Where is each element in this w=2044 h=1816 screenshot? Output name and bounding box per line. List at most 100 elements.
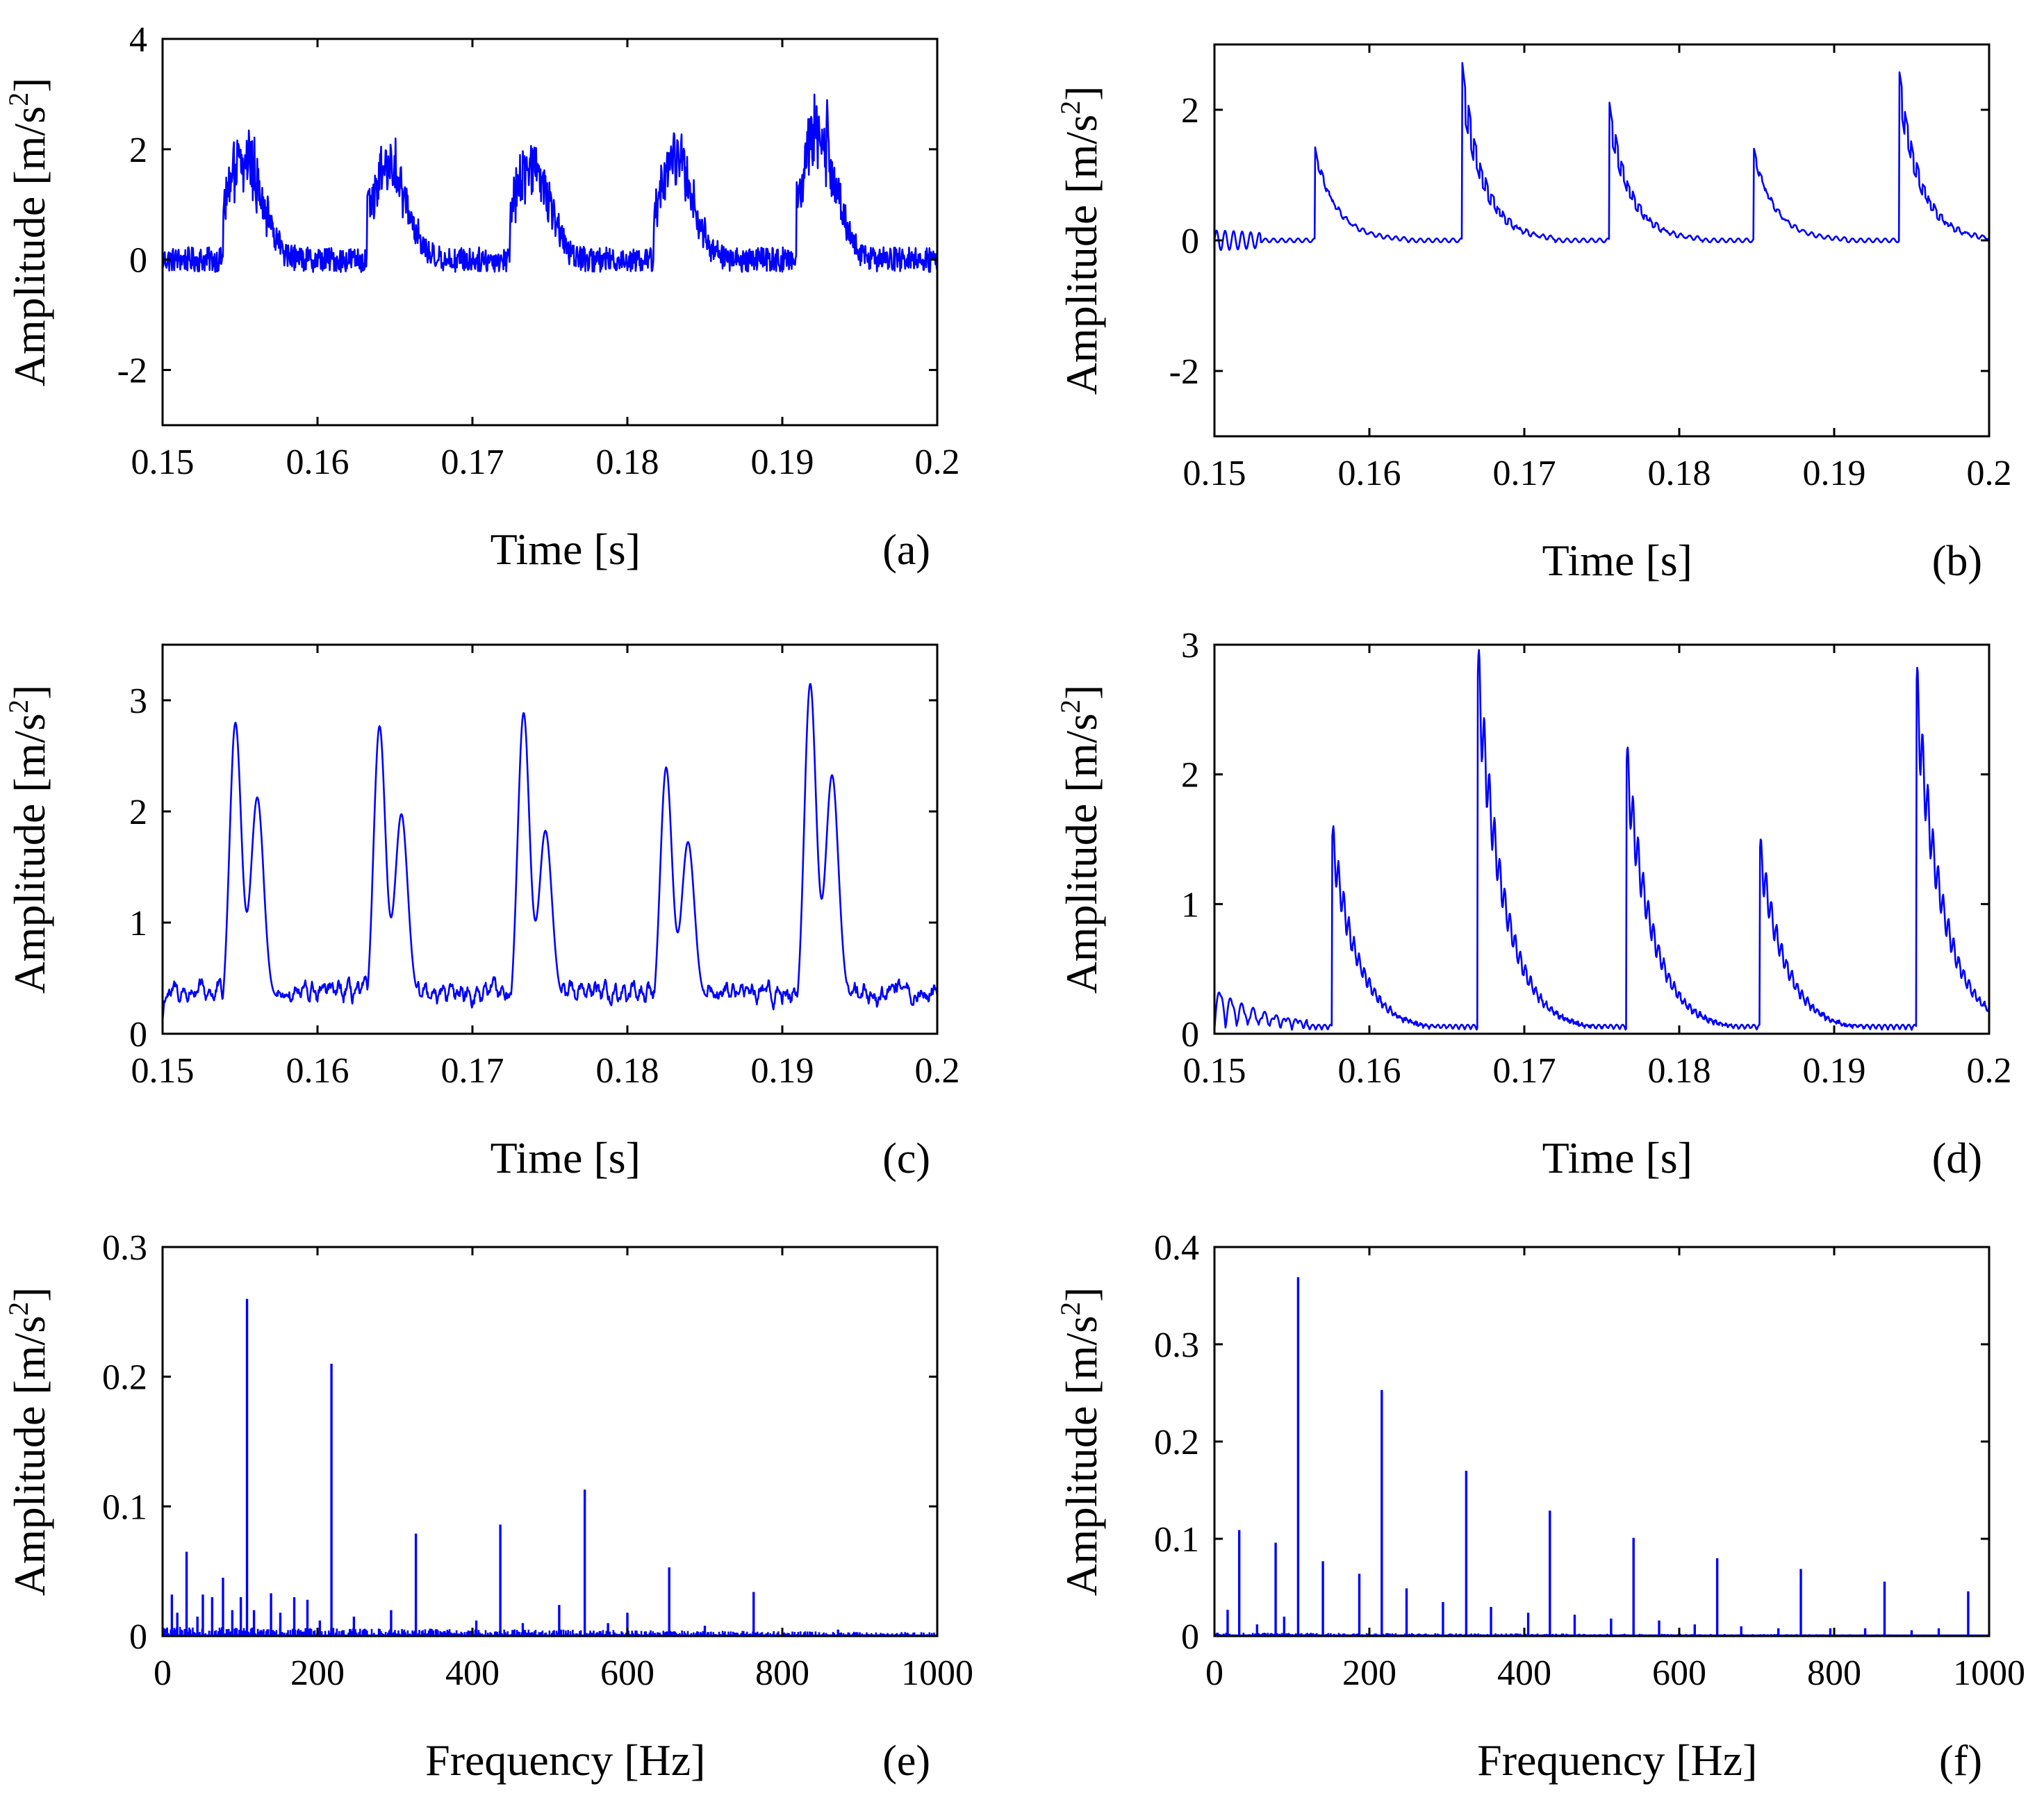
x-tick-label-d: 0.18 [1648,1051,1711,1091]
y-axis-label-c: Amplitude [m/s2] [3,685,54,994]
x-tick-label-d: 0.17 [1493,1051,1556,1091]
axes-frame-d [1213,643,1991,1035]
x-tick-label-f: 800 [1807,1653,1861,1693]
axes-frame-a [161,38,939,427]
y-tick-label-b: -2 [1169,352,1199,392]
panel-label-f: (f) [1939,1737,1982,1785]
y-tick-label-f: 0.3 [1154,1326,1199,1365]
plot-area-e [163,1298,937,1636]
panel-label-e: (e) [882,1737,930,1785]
y-tick-label-c: 1 [129,904,147,943]
y-tick-label-c: 3 [129,682,147,721]
y-tick-label-d: 1 [1181,885,1199,925]
y-tick-label-c: 0 [129,1015,147,1055]
x-tick-label-e: 0 [154,1653,172,1693]
x-axis-label-e: Frequency [Hz] [425,1735,705,1785]
x-tick-label-b: 0.16 [1338,454,1401,493]
x-tick-label-b: 0.18 [1648,454,1711,493]
x-tick-label-f: 600 [1652,1653,1706,1693]
y-tick-label-a: 0 [129,241,147,281]
y-tick-label-b: 2 [1181,91,1199,131]
y-tick-label-d: 3 [1181,626,1199,666]
axes-frame-f [1213,1246,1991,1637]
y-tick-label-c: 2 [129,793,147,832]
x-axis-label-f: Frequency [Hz] [1477,1735,1757,1785]
y-tick-label-a: 2 [129,131,147,170]
x-axis-label-d: Time [s] [1542,1133,1692,1182]
series-line-c [163,683,937,1021]
x-tick-label-e: 400 [445,1653,500,1693]
x-tick-label-c: 0.17 [441,1051,504,1091]
x-tick-label-d: 0.2 [1967,1051,2012,1091]
x-tick-label-c: 0.15 [131,1051,195,1091]
axes-frame-c [161,643,939,1035]
chart-panel-b: 0.15 0.16 0.17 0.18 0.19 0.2 -2 0 2 Time [s] Ampli… [1055,43,2012,585]
chart-panel-a: 0.15 0.16 0.17 0.18 0.19 0.2 -2 0 2 4 Time [s] Ampl… [3,20,960,574]
series-line-b [1214,62,1989,251]
y-axis-label-a: Amplitude [m/s2] [3,78,54,387]
chart-panel-c: 0.15 0.16 0.17 0.18 0.19 0.2 0 1 2 3 Time [s] Ampli… [3,643,960,1182]
panel-label-c: (c) [882,1135,930,1182]
y-tick-label-f: 0.4 [1154,1228,1199,1268]
x-tick-label-a: 0.16 [286,443,349,482]
panel-label-a: (a) [882,527,930,574]
x-tick-label-e: 600 [600,1653,654,1693]
y-tick-label-a: 4 [129,20,147,60]
x-tick-label-a: 0.18 [596,443,659,482]
x-tick-label-d: 0.15 [1183,1051,1246,1091]
panel-label-d: (d) [1932,1135,1982,1182]
x-tick-label-a: 0.15 [131,443,195,482]
y-axis-label-d: Amplitude [m/s2] [1055,685,1106,994]
x-tick-label-a: 0.2 [915,443,960,482]
x-tick-label-c: 0.2 [915,1051,960,1091]
y-tick-label-f: 0 [1181,1617,1199,1657]
x-tick-label-f: 1000 [1953,1653,2025,1693]
x-tick-label-b: 0.15 [1183,454,1246,493]
y-axis-label-e: Amplitude [m/s2] [3,1287,54,1596]
x-tick-label-e: 800 [755,1653,809,1693]
x-tick-label-c: 0.19 [751,1051,814,1091]
y-tick-label-e: 0.2 [102,1358,147,1398]
x-axis-label-a: Time [s] [491,525,641,574]
x-tick-label-f: 400 [1497,1653,1551,1693]
y-axis-label-f: Amplitude [m/s2] [1055,1287,1106,1596]
plot-area-b [1214,62,1989,251]
x-tick-label-f: 0 [1205,1653,1223,1693]
y-tick-label-e: 0 [129,1617,147,1657]
x-axis-label-c: Time [s] [491,1133,641,1182]
chart-panel-e: 0 200 400 600 800 1000 0 0.1 0.2 0.3 Frequency [Hz… [3,1228,973,1785]
x-tick-label-c: 0.18 [596,1051,659,1091]
y-tick-label-e: 0.1 [102,1487,147,1527]
y-tick-label-f: 0.2 [1154,1423,1199,1462]
plot-area-f [1214,1277,1989,1636]
x-tick-label-e: 1000 [901,1653,973,1693]
y-tick-label-d: 0 [1181,1015,1199,1055]
x-tick-label-f: 200 [1342,1653,1396,1693]
y-tick-label-e: 0.3 [102,1228,147,1268]
x-axis-label-b: Time [s] [1542,536,1692,585]
x-tick-label-d: 0.16 [1338,1051,1401,1091]
x-tick-label-d: 0.19 [1803,1051,1866,1091]
x-tick-label-a: 0.17 [441,443,504,482]
x-tick-label-c: 0.16 [286,1051,349,1091]
plot-area-c [163,683,937,1021]
y-tick-label-d: 2 [1181,756,1199,795]
y-tick-label-f: 0.1 [1154,1520,1199,1560]
x-tick-label-b: 0.2 [1967,454,2012,493]
x-tick-label-e: 200 [290,1653,345,1693]
x-tick-label-b: 0.17 [1493,454,1556,493]
chart-panel-d: 0.15 0.16 0.17 0.18 0.19 0.2 0 1 2 3 Time [s] Ampli… [1055,626,2012,1182]
axes-frame-e [161,1246,939,1637]
y-tick-label-a: -2 [117,352,147,391]
series-line-a [163,93,937,273]
panel-label-b: (b) [1932,538,1982,585]
plot-area-d [1214,649,1989,1031]
series-line-d [1214,649,1989,1031]
plot-area-a [163,93,937,273]
chart-panel-f: 0 200 400 600 800 1000 0 0.1 0.2 0.3 0.4 Frequency … [1055,1228,2025,1785]
x-tick-label-b: 0.19 [1803,454,1866,493]
y-tick-label-b: 0 [1181,222,1199,261]
y-axis-label-b: Amplitude [m/s2] [1055,86,1106,395]
x-tick-label-a: 0.19 [751,443,814,482]
